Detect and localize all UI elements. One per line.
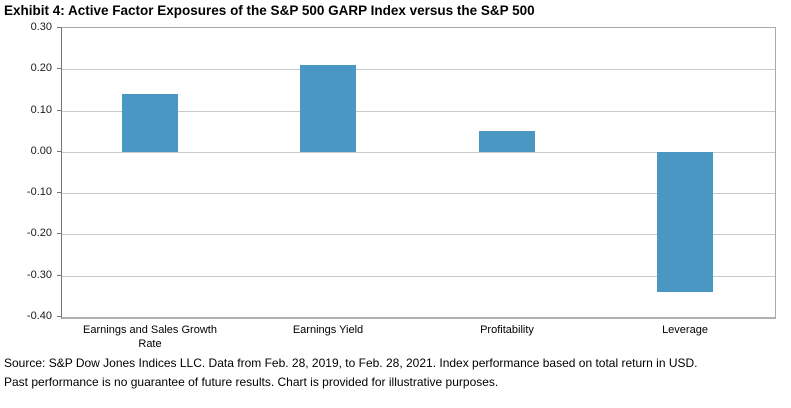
gridline bbox=[62, 111, 775, 112]
y-axis-label: 0.00 bbox=[30, 145, 52, 157]
chart-title: Exhibit 4: Active Factor Exposures of th… bbox=[4, 3, 535, 18]
gridline bbox=[62, 234, 775, 235]
x-axis-label: Earnings Yield bbox=[292, 324, 364, 336]
bar-earnings-yield bbox=[300, 65, 356, 152]
y-axis-tick bbox=[57, 275, 61, 276]
y-axis-label: 0.20 bbox=[30, 62, 52, 74]
y-axis-tick bbox=[57, 233, 61, 234]
y-axis-label: -0.20 bbox=[26, 227, 52, 239]
y-axis-tick bbox=[57, 192, 61, 193]
bar-profitability bbox=[479, 131, 535, 152]
gridline bbox=[62, 276, 775, 277]
y-axis-label: 0.30 bbox=[30, 21, 52, 33]
disclaimer-line: Past performance is no guarantee of futu… bbox=[4, 375, 499, 389]
plot-area bbox=[61, 27, 776, 319]
y-axis-label: 0.10 bbox=[30, 104, 52, 116]
source-line: Source: S&P Dow Jones Indices LLC. Data … bbox=[4, 356, 698, 370]
source-note: Source: S&P Dow Jones Indices LLC. Data … bbox=[4, 354, 790, 392]
x-axis-label: Earnings and Sales Growth Rate bbox=[83, 324, 217, 350]
gridline bbox=[62, 69, 775, 70]
bar-leverage bbox=[657, 152, 713, 292]
gridline bbox=[62, 152, 775, 153]
gridline bbox=[62, 193, 775, 194]
bar-earnings-and-sales-growth-rate bbox=[122, 94, 178, 152]
x-axis-label: Leverage bbox=[662, 324, 708, 336]
y-axis-label: -0.30 bbox=[26, 269, 52, 281]
y-axis-tick bbox=[57, 27, 61, 28]
y-axis-tick bbox=[57, 110, 61, 111]
y-axis-tick bbox=[57, 316, 61, 317]
y-axis-tick bbox=[57, 68, 61, 69]
y-axis-label: -0.10 bbox=[26, 186, 52, 198]
y-axis-tick bbox=[57, 151, 61, 152]
x-axis-label: Profitability bbox=[480, 324, 534, 336]
y-axis-label: -0.40 bbox=[26, 310, 52, 322]
